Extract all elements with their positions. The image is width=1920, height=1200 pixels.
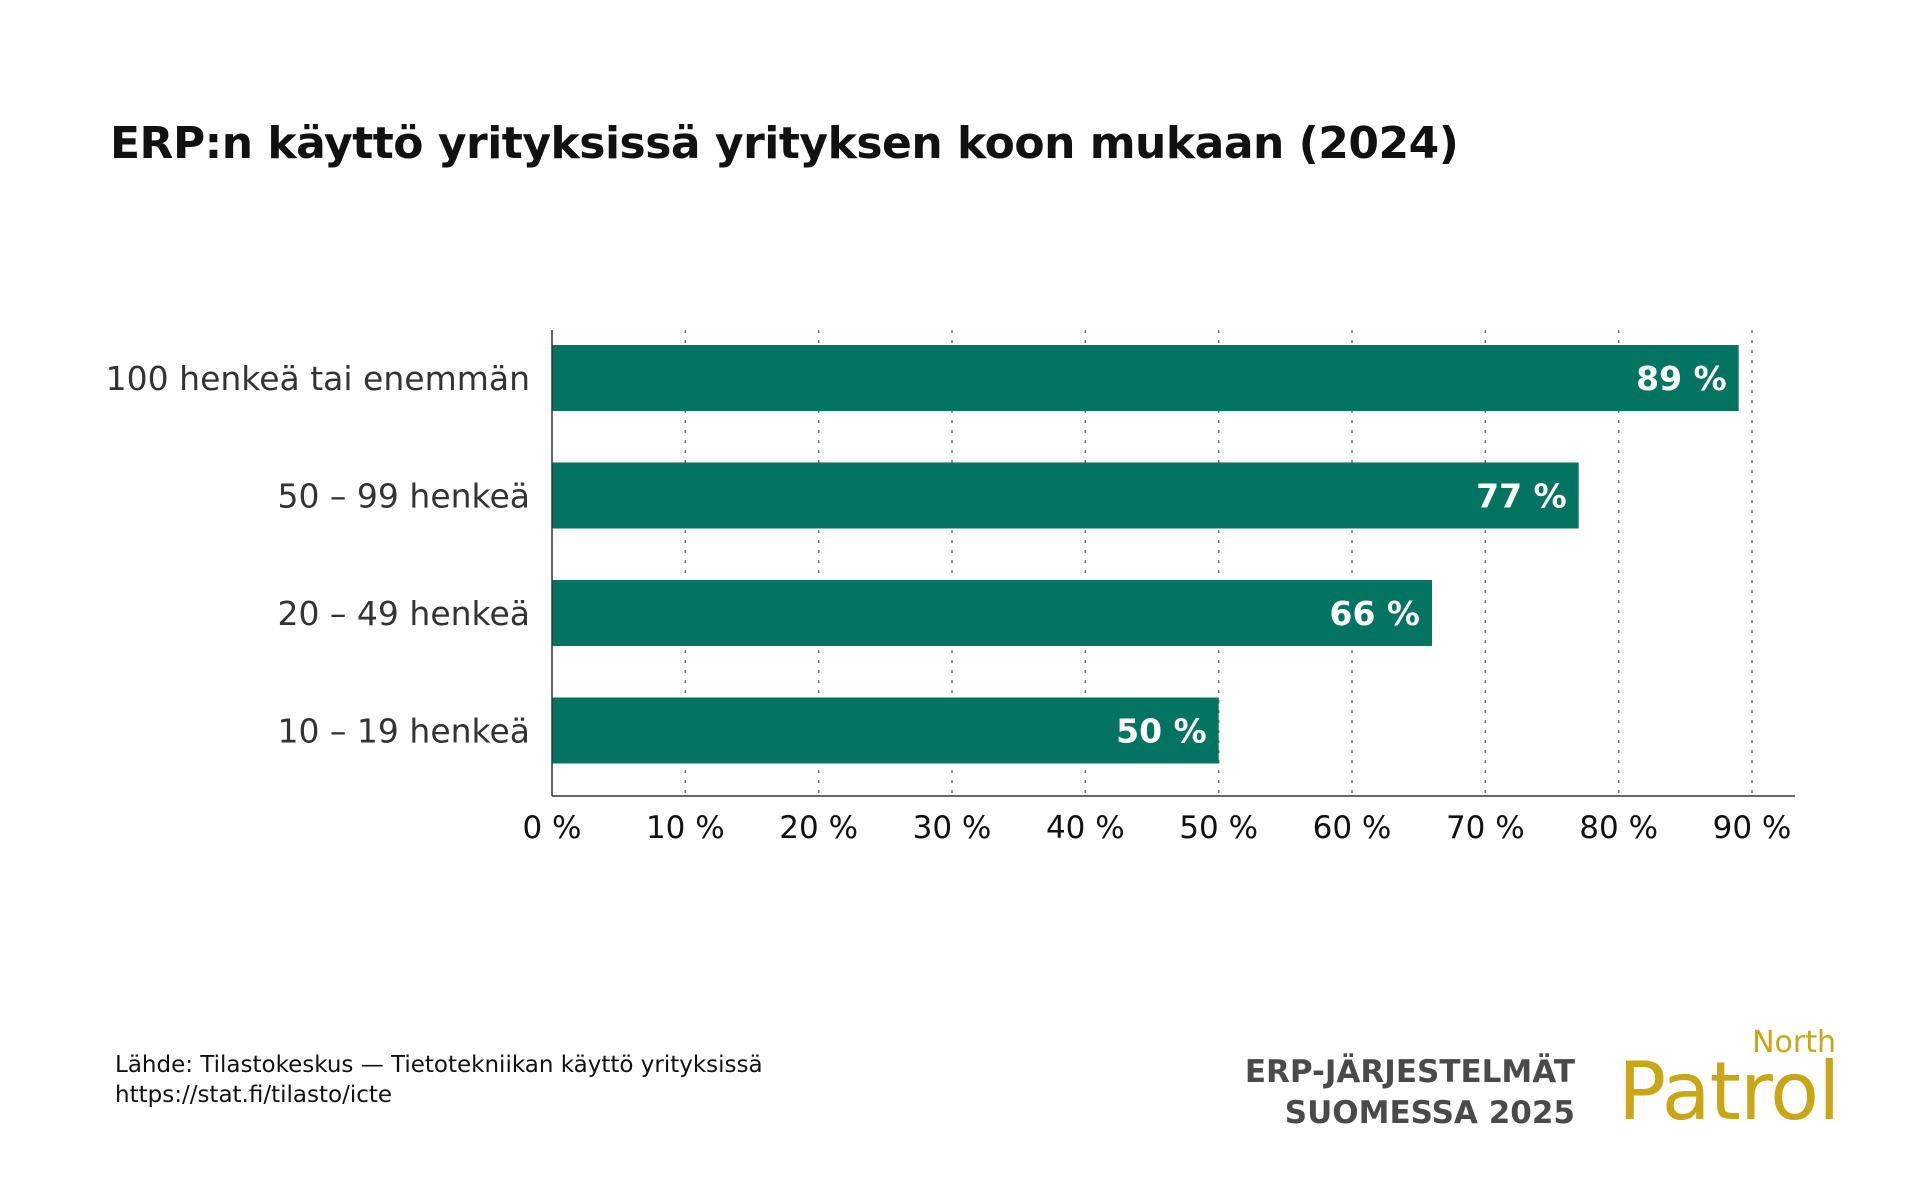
bar-1 [552, 462, 1579, 529]
source-line-1: Lähde: Tilastokeskus — Tietotekniikan kä… [115, 1052, 763, 1078]
brand-line-2: SUOMESSA 2025 [1284, 1095, 1575, 1131]
x-tick-label-10: 10 % [646, 810, 725, 846]
logo-north-text: North [1752, 1025, 1836, 1060]
chart-title: ERP:n käyttö yrityksissä yrityksen koon … [110, 118, 1459, 169]
x-tick-label-40: 40 % [1046, 810, 1125, 846]
bar-3 [552, 697, 1219, 764]
logo-patrol-text: Patrol [1618, 1045, 1840, 1138]
x-tick-label-0: 0 % [522, 810, 581, 846]
category-label-1: 50 – 99 henkeä [277, 477, 530, 516]
source-note: Lähde: Tilastokeskus — Tietotekniikan kä… [115, 1050, 763, 1110]
category-label-3: 10 – 19 henkeä [277, 712, 530, 751]
north-patrol-logo: North Patrol [1610, 1025, 1850, 1138]
category-label-0: 100 henkeä tai enemmän [106, 359, 530, 398]
publication-branding: ERP-JÄRJESTELMÄT SUOMESSA 2025 [1245, 1052, 1575, 1134]
x-tick-label-60: 60 % [1313, 810, 1392, 846]
x-tick-label-50: 50 % [1179, 810, 1258, 846]
x-tick-label-30: 30 % [913, 810, 992, 846]
source-line-2: https://stat.fi/tilasto/icte [115, 1082, 393, 1108]
x-tick-label-70: 70 % [1446, 810, 1525, 846]
bar-0 [552, 345, 1739, 411]
bar-value-label-3: 50 % [1116, 712, 1206, 751]
x-tick-label-20: 20 % [779, 810, 858, 846]
x-tick-label-90: 90 % [1713, 810, 1792, 846]
bar-value-label-1: 77 % [1476, 477, 1566, 516]
category-label-2: 20 – 49 henkeä [277, 594, 530, 633]
bar-2 [552, 580, 1432, 646]
brand-line-1: ERP-JÄRJESTELMÄT [1244, 1054, 1575, 1090]
x-tick-label-80: 80 % [1579, 810, 1658, 846]
bar-value-label-0: 89 % [1636, 359, 1726, 398]
bar-value-label-2: 66 % [1330, 594, 1420, 633]
